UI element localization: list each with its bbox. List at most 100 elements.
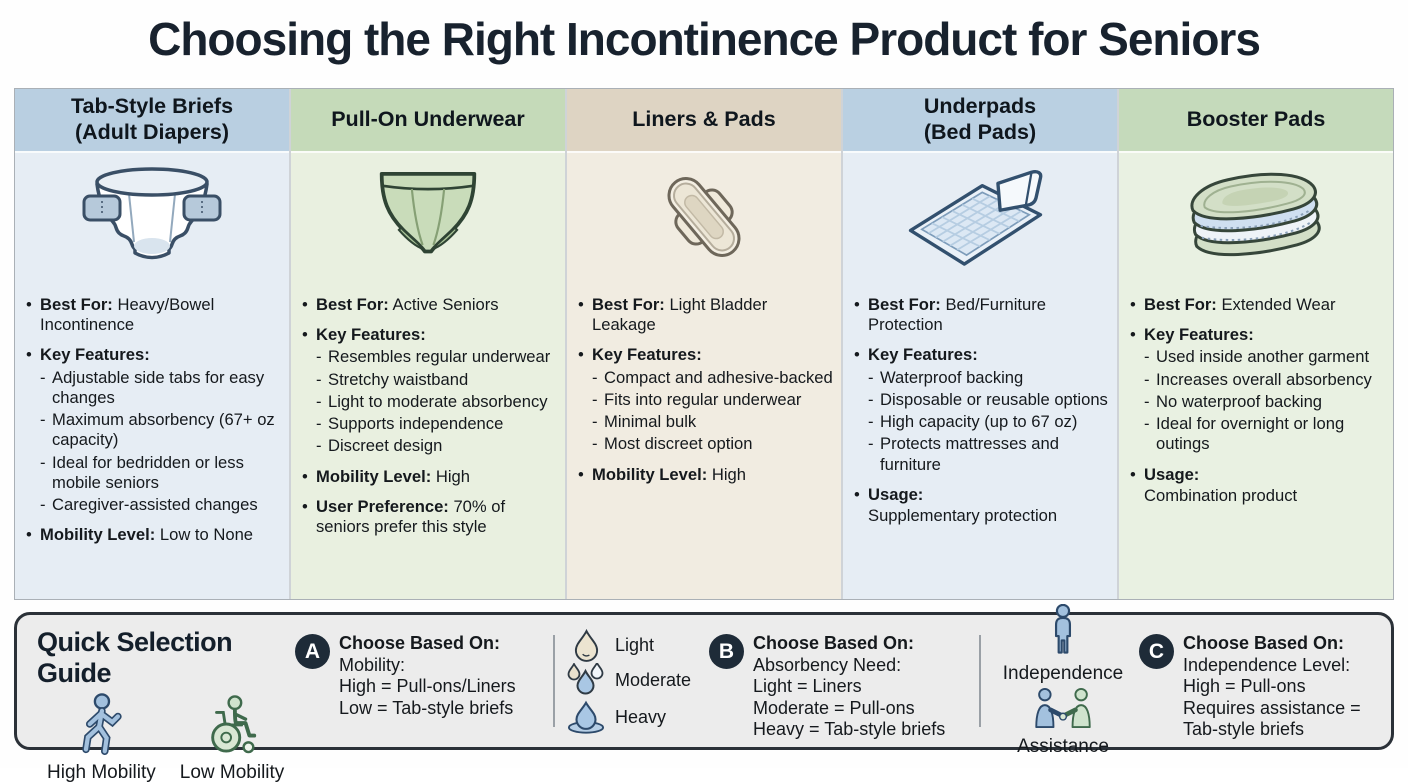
dash-item: - Ideal for overnight or long outings — [1144, 414, 1345, 454]
dash-item: - Increases overall absorbency — [1144, 369, 1372, 389]
column-header: Booster Pads — [1119, 89, 1393, 153]
product-comparison-table: Tab-Style Briefs (Adult Diapers) • Best F… — [14, 88, 1394, 600]
legend-label: Independence — [1002, 663, 1124, 684]
bullet-item: • Mobility Level: Low to None — [26, 525, 254, 545]
column-header-line: Liners & Pads — [632, 107, 776, 132]
page-title: Choosing the Right Incontinence Product … — [148, 13, 1261, 65]
bullet-subtext: Supplementary protection — [868, 506, 1058, 526]
guide-section-a: A Choose Based On: Mobility: High = Pull-… — [295, 621, 547, 741]
dash-item: - Supports independence — [316, 414, 504, 434]
dash-item: - Used inside another garment — [1144, 347, 1370, 367]
column-header-line: (Adult Diapers) — [74, 120, 230, 144]
guide-line: Low = Tab-style briefs — [339, 697, 514, 718]
guide-line: Light = Liners — [753, 676, 862, 697]
dash-item: - High capacity (up to 67 oz) — [868, 412, 1078, 432]
light-absorbency-row: Light — [567, 629, 709, 662]
bullet-item: • Best For: Bed/Furniture Protection — [854, 295, 1046, 335]
low-mobility-legend: Low Mobility — [179, 693, 285, 784]
guide-line: High = Pull-ons/Liners — [339, 676, 516, 697]
bullet-item: • Mobility Level: High — [578, 464, 746, 484]
dash-item: - Adjustable side tabs for easy changes — [40, 367, 265, 407]
wheelchair-icon — [203, 693, 261, 760]
guide-line: Independence Level: — [1183, 654, 1351, 675]
bullet-item: • Key Features: — [578, 345, 702, 365]
bullet-item: • Key Features: — [302, 325, 426, 345]
section-heading: Choose Based On: — [753, 633, 915, 653]
column-content: • Best For: Extended Wear • Key Features: - U… — [1119, 281, 1393, 599]
dash-item: - Stretchy waistband — [316, 369, 469, 389]
column-header-line: Underpads — [923, 94, 1037, 119]
bullet-item: • Key Features: — [26, 345, 150, 365]
badge-a: A — [295, 634, 330, 669]
bullet-item: • Usage: — [854, 484, 924, 504]
legend-label: Light — [615, 635, 655, 655]
bullet-item: • Best For: Light Bladder Leakage — [578, 295, 768, 335]
legend-label: Assistance — [1017, 736, 1109, 757]
column-pull-on-underwear: Pull-On Underwear • Best For: Active Seni… — [291, 89, 565, 599]
moderate-absorbency-row: Moderate — [567, 662, 709, 699]
column-content: • Best For: Light Bladder Leakage • Key Fea… — [567, 281, 841, 599]
high-mobility-legend: High Mobility — [47, 693, 156, 784]
bullet-item: • Mobility Level: High — [302, 466, 470, 486]
bullet-item: • Best For: Active Seniors — [302, 295, 499, 314]
column-liners-pads: Liners & Pads • Best For: Light Bladder L… — [567, 89, 841, 599]
dash-item: - Light to moderate absorbency — [316, 391, 548, 411]
bullet-item: • Usage: — [1130, 464, 1200, 484]
column-header-line: (Bed Pads) — [923, 120, 1037, 144]
dash-item: - No waterproof backing — [1144, 391, 1323, 411]
guide-line: Heavy = Tab-style briefs — [753, 719, 946, 740]
divider — [553, 635, 555, 727]
adult-diaper-icon — [15, 153, 289, 281]
handshake-icon — [1032, 687, 1094, 734]
guide-section-c: C Choose Based On: Independence Level: Hi… — [1139, 621, 1385, 741]
bullet-item: • Best For: Heavy/Bowel Incontinence — [26, 295, 215, 335]
heavy-absorbency-row: Heavy — [567, 699, 709, 735]
column-header-line: Booster Pads — [1186, 107, 1326, 132]
section-heading: Choose Based On: — [339, 633, 501, 653]
dash-item: - Most discreet option — [592, 434, 753, 454]
bullet-item: • Key Features: — [854, 345, 978, 365]
column-header: Liners & Pads — [567, 89, 841, 153]
bullet-subtext: Combination product — [1144, 485, 1298, 505]
heavy-droplet-icon — [567, 699, 605, 735]
badge-b: B — [709, 634, 744, 669]
independence-legend: Independence Assistance — [987, 603, 1139, 757]
legend-label: Moderate — [615, 670, 692, 690]
standing-person-icon — [1046, 603, 1080, 661]
legend-label: High Mobility — [47, 762, 156, 783]
column-underpads: Underpads (Bed Pads) — [843, 89, 1117, 599]
dash-item: - Caregiver-assisted changes — [40, 495, 258, 515]
light-droplet-icon — [567, 629, 605, 662]
column-booster-pads: Booster Pads — [1119, 89, 1393, 599]
dash-item: - Maximum absorbency (67+ oz capacity) — [40, 410, 275, 450]
legend-label: Heavy — [615, 706, 667, 727]
guide-line: Mobility: — [339, 654, 406, 675]
dash-item: - Minimal bulk — [592, 412, 697, 432]
column-header-line: Tab-Style Briefs — [70, 94, 234, 119]
dash-item: - Discreet design — [316, 436, 443, 456]
column-content: • Best For: Bed/Furniture Protection • Key … — [843, 281, 1117, 599]
column-header: Pull-On Underwear — [291, 89, 565, 153]
guide-title: Quick Selection Guide — [37, 627, 233, 688]
guide-line: Moderate = Pull-ons — [753, 697, 915, 718]
dash-item: - Disposable or reusable options — [868, 389, 1108, 409]
pull-on-underwear-icon — [291, 153, 565, 281]
absorbency-legend: Light Moderate — [561, 621, 709, 741]
guide-section-text: Choose Based On: Independence Level: High… — [1183, 633, 1361, 741]
dash-item: - Waterproof backing — [868, 367, 1024, 387]
guide-line: Absorbency Need: — [753, 654, 902, 675]
badge-c: C — [1139, 634, 1174, 669]
bullet-item: • Key Features: — [1130, 325, 1254, 345]
dash-item: - Compact and adhesive-backed — [592, 367, 833, 387]
guide-line: High = Pull-ons — [1183, 676, 1306, 697]
guide-line: Tab-style briefs — [1183, 719, 1305, 740]
guide-section-text: Choose Based On: Absorbency Need: Light =… — [753, 633, 945, 741]
bullet-item: • Best For: Extended Wear — [1130, 295, 1336, 314]
guide-line: Requires assistance = — [1183, 697, 1361, 718]
quick-selection-guide: Quick Selection Guide — [14, 603, 1394, 783]
guide-section-b: B Choose Based On: Absorbency Need: Light… — [709, 621, 973, 741]
booster-pads-icon — [1119, 153, 1393, 281]
column-tab-style-briefs: Tab-Style Briefs (Adult Diapers) • Best F… — [15, 89, 289, 599]
divider — [979, 635, 981, 727]
legend-label: Low Mobility — [179, 762, 285, 783]
